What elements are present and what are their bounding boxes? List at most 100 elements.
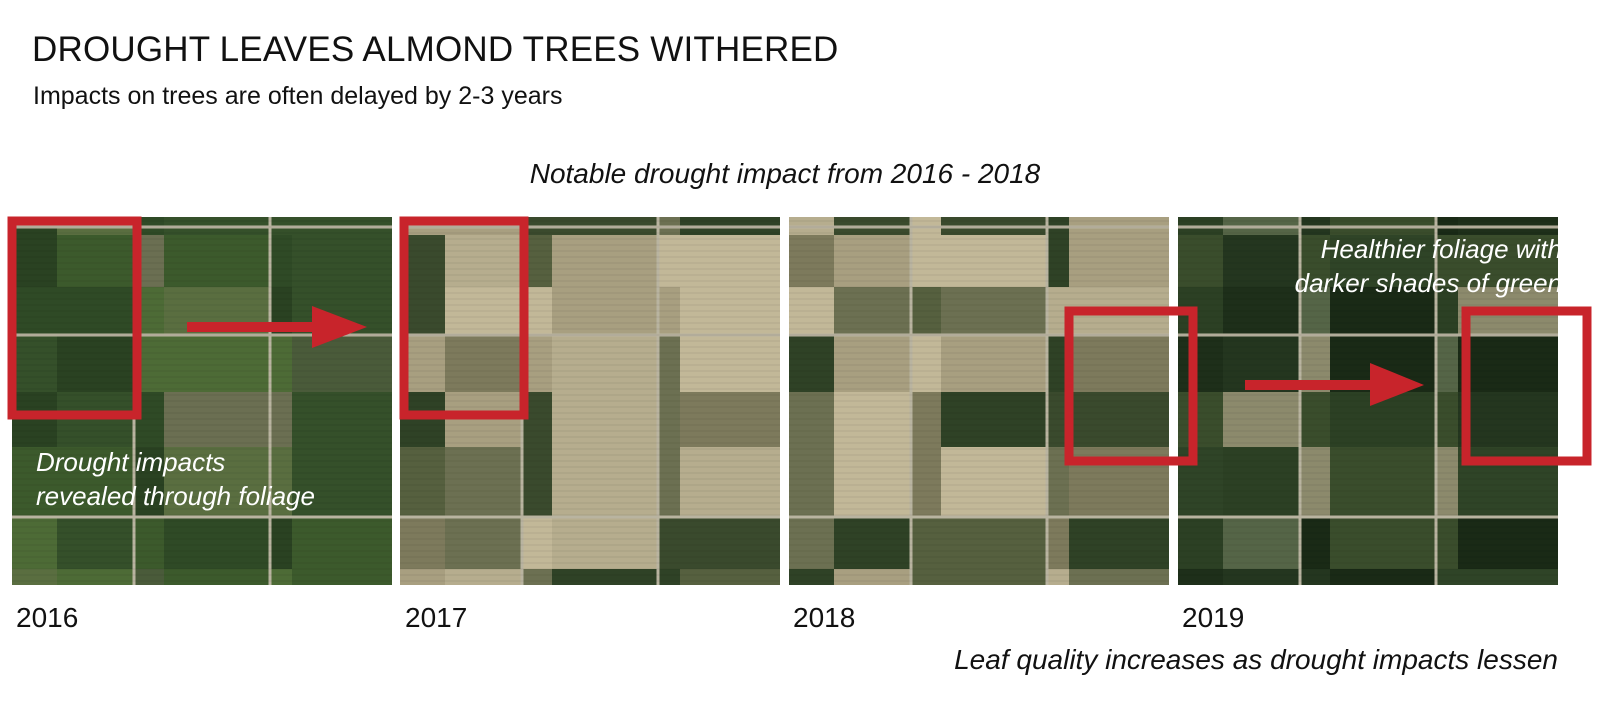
field-parcel [1223, 235, 1300, 287]
field-parcel [1300, 447, 1330, 517]
field-parcel [292, 517, 392, 569]
field-parcel [789, 569, 834, 585]
field-parcel [270, 517, 292, 569]
field-parcel [680, 392, 780, 447]
field-parcel [1330, 287, 1436, 335]
field-parcel [552, 392, 658, 447]
field-parcel [134, 569, 164, 585]
field-parcel [1047, 392, 1069, 447]
field-parcel [164, 569, 270, 585]
field-parcel [1300, 517, 1330, 569]
field-parcel [292, 569, 392, 585]
field-parcel [522, 569, 552, 585]
field-parcel [911, 392, 941, 447]
field-parcel [1047, 335, 1069, 392]
field-parcel [164, 392, 270, 447]
field-parcel [12, 517, 57, 569]
field-parcel [1330, 517, 1436, 569]
field-parcel [270, 335, 292, 392]
field-parcel [1436, 569, 1458, 585]
field-parcel [522, 447, 552, 517]
field-parcel [292, 392, 392, 447]
year-label-2017: 2017 [405, 602, 468, 633]
field-parcel [400, 235, 445, 287]
drought-note: Drought impacts revealed through foliage [36, 445, 315, 513]
field-parcel [552, 235, 658, 287]
field-parcel [552, 287, 658, 335]
field-parcel [522, 517, 552, 569]
field-parcel [911, 517, 941, 569]
page-title: DROUGHT LEAVES ALMOND TREES WITHERED [32, 30, 839, 69]
field-parcel [658, 287, 680, 335]
field-parcel [941, 447, 1047, 517]
year-label-2018: 2018 [793, 602, 856, 633]
field-parcel [1069, 569, 1169, 585]
field-parcel [1047, 517, 1069, 569]
field-parcel [270, 447, 292, 517]
field-parcel [270, 569, 292, 585]
field-parcel [911, 335, 941, 392]
field-parcel [789, 447, 834, 517]
field-parcel [400, 569, 445, 585]
field-parcel [1223, 287, 1300, 335]
field-parcel [552, 517, 658, 569]
field-parcel [164, 447, 270, 517]
field-parcel [834, 569, 911, 585]
field-parcel [1047, 235, 1069, 287]
aerial-field-pattern [400, 217, 780, 585]
page-subtitle: Impacts on trees are often delayed by 2-… [33, 82, 563, 110]
field-parcel [164, 335, 270, 392]
field-parcel [552, 569, 658, 585]
field-parcel [1458, 235, 1558, 287]
field-parcel [1436, 235, 1458, 287]
field-parcel [134, 517, 164, 569]
field-parcel [941, 235, 1047, 287]
field-parcel [911, 287, 941, 335]
field-parcel [834, 287, 911, 335]
field-parcel [57, 517, 134, 569]
field-parcel [680, 335, 780, 392]
field-parcel [680, 235, 780, 287]
field-parcel [834, 517, 911, 569]
field-parcel [911, 235, 941, 287]
field-parcel [1458, 517, 1558, 569]
satellite-image-2016 [12, 217, 392, 585]
field-parcel [1330, 235, 1436, 287]
field-parcel [1178, 569, 1223, 585]
field-parcel [400, 517, 445, 569]
field-parcel [941, 392, 1047, 447]
field-parcel [658, 235, 680, 287]
field-parcel [12, 447, 57, 517]
field-parcel [834, 447, 911, 517]
field-parcel [292, 235, 392, 287]
field-parcel [789, 517, 834, 569]
field-parcel [789, 287, 834, 335]
field-parcel [1436, 392, 1458, 447]
bottom-caption: Leaf quality increases as drought impact… [954, 644, 1558, 675]
field-parcel [1458, 569, 1558, 585]
field-parcel [1047, 447, 1069, 517]
field-parcel [1300, 287, 1330, 335]
field-parcel [1330, 447, 1436, 517]
field-parcel [1300, 392, 1330, 447]
field-parcel [1223, 447, 1300, 517]
field-parcel [134, 447, 164, 517]
field-parcel [1436, 287, 1458, 335]
field-parcel [834, 392, 911, 447]
field-parcel [57, 447, 134, 517]
satellite-image-2018 [789, 217, 1169, 585]
field-parcel [789, 392, 834, 447]
field-parcel [1300, 569, 1330, 585]
field-parcel [789, 335, 834, 392]
field-parcel [1300, 235, 1330, 287]
field-parcel [658, 517, 680, 569]
field-parcel [1458, 447, 1558, 517]
field-parcel [1223, 569, 1300, 585]
year-label-2016: 2016 [16, 602, 79, 633]
field-parcel [1330, 569, 1436, 585]
field-parcel [834, 335, 911, 392]
field-parcel [400, 447, 445, 517]
field-parcel [164, 235, 270, 287]
field-parcel [292, 447, 392, 517]
aerial-field-pattern [12, 217, 392, 585]
